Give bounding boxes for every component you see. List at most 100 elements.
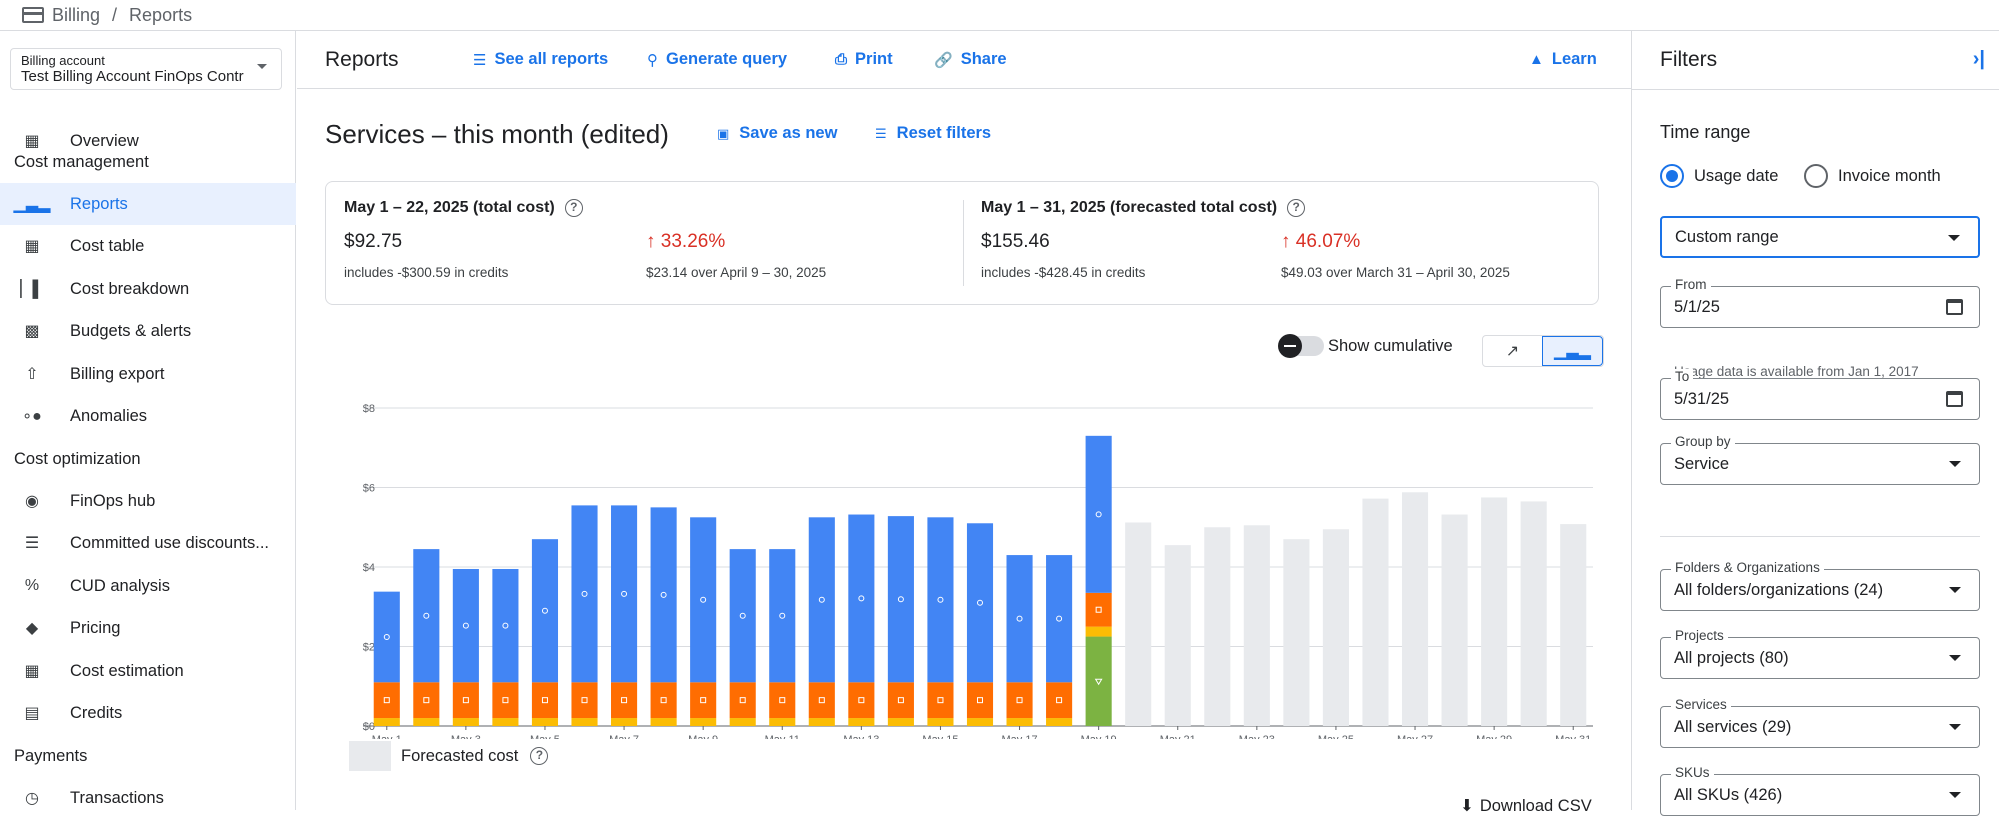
- section-cost-optimization: Cost optimization: [14, 450, 141, 468]
- from-date-field[interactable]: From 5/1/25: [1660, 277, 1980, 328]
- chevron-down-icon: [257, 64, 267, 69]
- bar-segment: [1085, 592, 1112, 627]
- link-icon: 🔗: [934, 51, 953, 69]
- sidebar-item-label: Transactions: [70, 788, 164, 807]
- bar-segment: [1560, 524, 1587, 726]
- square-marker: [897, 697, 904, 704]
- summary-current-credits: includes -$300.59 in credits: [344, 265, 509, 280]
- save-as-new-button[interactable]: ▣ Save as new: [717, 124, 838, 142]
- x-tick-label: May 1: [372, 734, 402, 739]
- bar-segment: [887, 516, 914, 683]
- sidebar-item-finops-hub[interactable]: ◉ FinOps hub: [0, 480, 296, 522]
- usage-date-radio[interactable]: Usage date: [1660, 164, 1778, 188]
- main-content: Reports ☰ See all reports ⚲ Generate query…: [297, 31, 1631, 815]
- sidebar-item-label: Cost breakdown: [70, 279, 190, 298]
- see-all-reports-button[interactable]: ☰ See all reports: [473, 50, 609, 69]
- bar-segment: [611, 682, 638, 719]
- learn-button[interactable]: ▲ Learn: [1529, 50, 1597, 68]
- projects-select[interactable]: Projects All projects (80): [1660, 628, 1980, 679]
- show-cumulative-control[interactable]: Show cumulative: [1278, 334, 1453, 358]
- sidebar-item-transactions[interactable]: ◷ Transactions: [0, 777, 296, 819]
- bar-segment: [808, 682, 835, 719]
- help-icon[interactable]: ?: [1287, 199, 1306, 217]
- cost-summary-card: May 1 – 22, 2025 (total cost)? $92.75 in…: [325, 181, 1599, 305]
- sidebar-item-reports[interactable]: ▁▃▂ Reports: [0, 183, 296, 225]
- x-tick-label: May 19: [1081, 734, 1117, 739]
- bar-segment: [927, 682, 954, 719]
- bar-segment: [927, 718, 954, 726]
- projects-label: Projects: [1671, 628, 1728, 643]
- bar-segment: [452, 718, 479, 726]
- bar-segment: [808, 718, 835, 726]
- calendar-icon[interactable]: [1946, 299, 1963, 315]
- line-chart-button[interactable]: ↗: [1483, 336, 1542, 366]
- bar-segment: [1164, 545, 1191, 726]
- bar-segment: [690, 517, 717, 683]
- bar-segment: [1085, 435, 1112, 593]
- bar-segment: [769, 718, 796, 726]
- chart-legend: Forecasted cost ?: [349, 741, 549, 771]
- sidebar-item-cost-breakdown[interactable]: ▏▌ Cost breakdown: [0, 268, 296, 310]
- x-tick-label: May 31: [1555, 734, 1591, 739]
- circle-marker: [581, 590, 588, 597]
- gift-icon: ▤: [24, 705, 40, 722]
- reset-filters-button[interactable]: ☰ Reset filters: [875, 124, 992, 142]
- group-by-label: Group by: [1671, 434, 1735, 449]
- share-button[interactable]: 🔗 Share: [934, 50, 1007, 69]
- sidebar-item-anomalies[interactable]: ∘● Anomalies: [0, 395, 296, 437]
- print-button[interactable]: ⎙ Print: [835, 50, 893, 68]
- table-icon: ▦: [24, 238, 40, 255]
- sidebar-item-label: Pricing: [70, 618, 121, 637]
- help-icon[interactable]: ?: [530, 747, 549, 765]
- bar-segment: [611, 505, 638, 683]
- folders-select[interactable]: Folders & Organizations All folders/orga…: [1660, 560, 1980, 611]
- download-csv-button[interactable]: ⬇ Download CSV: [1460, 796, 1592, 816]
- sidebar-item-budgets[interactable]: ▩ Budgets & alerts: [0, 310, 296, 352]
- billing-account-select[interactable]: Billing account Test Billing Account Fin…: [10, 48, 282, 90]
- bar-segment: [1085, 636, 1112, 726]
- change-up-percent: ↑ 33.26%: [646, 231, 726, 252]
- change-up-percent: ↑ 46.07%: [1281, 231, 1361, 252]
- cumulative-toggle[interactable]: [1278, 334, 1324, 358]
- y-tick-label: $6: [363, 483, 375, 495]
- range-type-select[interactable]: Custom range: [1660, 216, 1980, 258]
- to-date-field[interactable]: To 5/31/25: [1660, 369, 1980, 420]
- sidebar-item-cud-analysis[interactable]: % CUD analysis: [0, 565, 296, 607]
- circle-marker: [502, 622, 509, 629]
- from-label: From: [1671, 277, 1711, 292]
- bar-segment: [452, 682, 479, 719]
- sidebar-item-cost-estimation[interactable]: ▦ Cost estimation: [0, 650, 296, 692]
- sidebar-item-billing-export[interactable]: ⇧ Billing export: [0, 353, 296, 395]
- services-select[interactable]: Services All services (29): [1660, 697, 1980, 748]
- bar-segment: [887, 718, 914, 726]
- square-marker: [1095, 606, 1102, 613]
- help-icon[interactable]: ?: [564, 199, 583, 217]
- bar-segment: [571, 505, 598, 683]
- chevron-down-icon: [1949, 655, 1961, 661]
- sidebar-item-cost-table[interactable]: ▦ Cost table: [0, 225, 296, 267]
- bar-chart-button[interactable]: ▁▃▂: [1542, 336, 1603, 366]
- bar-chart-icon: ▁▃▂: [13, 196, 51, 213]
- bar-segment: [1243, 525, 1270, 726]
- group-by-select[interactable]: Group by Service: [1660, 434, 1980, 485]
- circle-marker: [660, 591, 667, 598]
- sidebar-item-pricing[interactable]: ◆ Pricing: [0, 607, 296, 649]
- bar-segment: [769, 682, 796, 719]
- bar-segment: [966, 682, 994, 719]
- x-tick-label: May 9: [688, 734, 718, 739]
- collapse-panel-icon[interactable]: ›|: [1972, 48, 1985, 70]
- calendar-icon[interactable]: [1946, 391, 1963, 407]
- square-marker: [977, 697, 983, 704]
- generate-query-button[interactable]: ⚲ Generate query: [647, 50, 788, 69]
- sidebar-item-credits[interactable]: ▤ Credits: [0, 692, 296, 734]
- summary-current-total: $92.75: [344, 231, 403, 252]
- sidebar-item-committed-use[interactable]: ☰ Committed use discounts...: [0, 522, 296, 564]
- divider: [1660, 536, 1980, 537]
- bar-segment: [492, 718, 519, 726]
- divider: [1632, 89, 1999, 90]
- breadcrumb-billing[interactable]: Billing: [52, 4, 101, 25]
- invoice-month-radio[interactable]: Invoice month: [1804, 164, 1941, 188]
- section-payments: Payments: [14, 747, 88, 765]
- query-icon: ⚲: [647, 51, 658, 69]
- sidebar-item-overview[interactable]: ▦ Overview: [0, 120, 296, 162]
